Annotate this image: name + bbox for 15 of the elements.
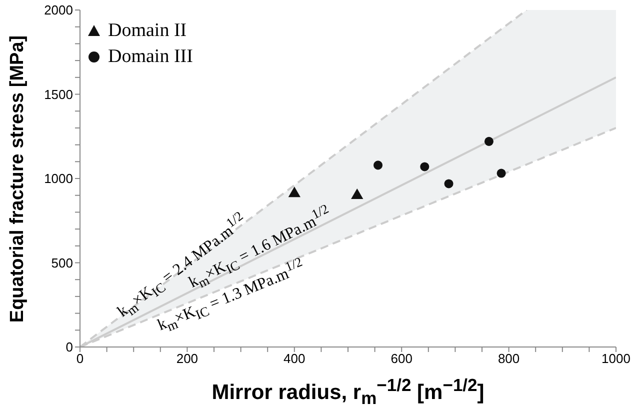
y-tick-label: 1000 [44, 171, 73, 186]
y-tick-label: 2000 [44, 2, 73, 18]
legend-label: Domain III [108, 45, 193, 69]
x-tick-label: 0 [76, 351, 84, 366]
x-axis-title: Mirror radius, r$_{m}$$^{−1/2}$ [m$^{−1/2}$] [212, 374, 484, 410]
y-tick-label: 1500 [44, 86, 73, 102]
legend-label: Domain II [108, 19, 187, 43]
x-tick-label: 200 [176, 351, 198, 366]
x-tick-label: 1000 [602, 351, 630, 366]
y-tick-label: 500 [51, 255, 73, 270]
y-axis-title: Equatorial fracture stress [MPa] [7, 34, 29, 322]
x-tick-label: 400 [284, 351, 306, 366]
x-tick-label: 800 [498, 351, 520, 366]
x-tick-label: 600 [390, 351, 412, 366]
y-tick-label: 0 [66, 340, 73, 355]
